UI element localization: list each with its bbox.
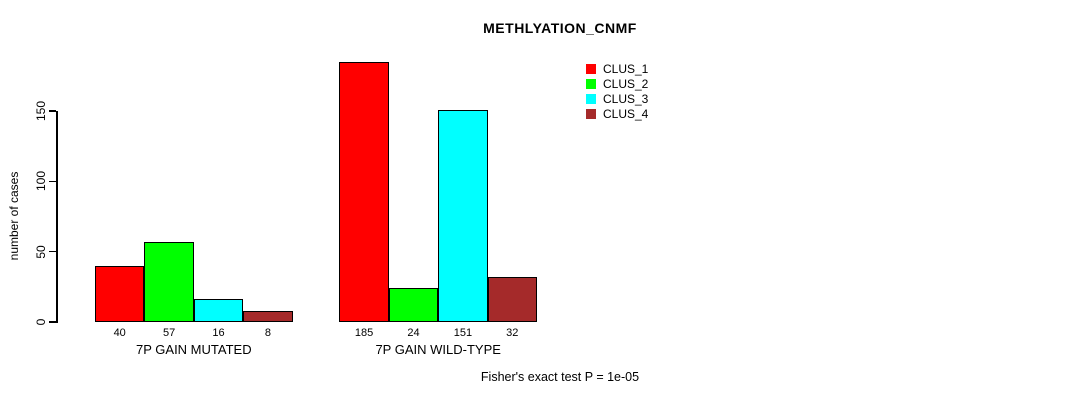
bar-value-label: 57 [162, 327, 176, 339]
legend-item-clus-3: CLUS_3 [586, 92, 648, 107]
bar-clus-4-7p-gain-mutated [243, 310, 293, 322]
bar-clus-2-7p-gain-mutated [144, 241, 194, 322]
y-tick-label-text: 50 [34, 244, 48, 259]
legend-swatch-clus-2 [586, 79, 596, 90]
legend-item-clus-1: CLUS_1 [586, 62, 648, 77]
bar-clus-2-7p-gain-wild-type [388, 288, 439, 322]
y-tick-label-text: 150 [34, 100, 48, 122]
legend-swatch-clus-4 [586, 108, 596, 119]
y-tick-label-text: 0 [34, 318, 48, 326]
legend-swatch-clus-3 [586, 93, 596, 104]
y-tick-100 [49, 180, 56, 183]
legend-label: CLUS_3 [603, 91, 649, 106]
bar-clus-4-7p-gain-wild-type [487, 276, 537, 322]
bar-value-label: 24 [407, 327, 420, 339]
x-category-label-7p-gain-wild-type: 7P GAIN WILD-TYPE [375, 342, 501, 357]
bar-clus-1-7p-gain-wild-type [339, 61, 389, 322]
bar-value-label: 185 [354, 327, 374, 339]
legend: CLUS_1 CLUS_2 CLUS_3 CLUS_4 [586, 62, 648, 121]
y-tick-150 [49, 110, 56, 112]
legend-item-clus-2: CLUS_2 [586, 77, 648, 92]
bar-value-label: 8 [264, 327, 271, 339]
bar-clus-1-7p-gain-mutated [95, 265, 145, 322]
legend-label: CLUS_4 [603, 106, 649, 121]
bar-value-label: 32 [506, 327, 519, 339]
bar-value-label: 16 [212, 327, 225, 339]
legend-swatch-clus-1 [586, 64, 596, 75]
y-tick-label-text: 100 [34, 171, 48, 192]
x-category-label-7p-gain-mutated: 7P GAIN MUTATED [136, 342, 252, 357]
legend-item-clus-4: CLUS_4 [586, 106, 648, 121]
y-tick-0 [49, 321, 56, 323]
bar-value-label: 151 [453, 327, 473, 339]
bar-clus-3-7p-gain-mutated [193, 299, 244, 322]
bar-value-label: 40 [113, 327, 126, 339]
legend-label: CLUS_2 [603, 77, 649, 92]
legend-label: CLUS_1 [603, 62, 649, 77]
y-axis-line [56, 111, 58, 323]
chart-title: METHLYATION_CNMF [483, 20, 637, 36]
y-tick-50 [49, 250, 56, 253]
y-axis-label-text: number of cases [7, 171, 21, 261]
caption: Fisher's exact test P = 1e-05 [480, 370, 640, 384]
bar-clus-3-7p-gain-wild-type [438, 109, 488, 322]
